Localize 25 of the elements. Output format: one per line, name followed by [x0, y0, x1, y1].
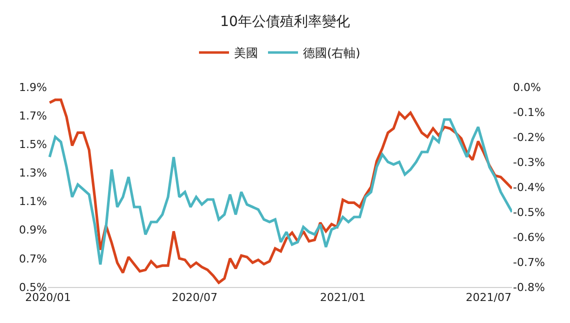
- y2-tick-label: 0.0%: [513, 80, 541, 94]
- y-tick-label: 0.5%: [19, 280, 47, 294]
- legend-label: 美國: [234, 46, 258, 60]
- y2-tick-label: -0.2%: [513, 130, 545, 144]
- y-tick-label: 1.3%: [19, 166, 47, 180]
- chart-title: 10年公債殖利率變化: [220, 14, 350, 30]
- y2-tick-label: -0.7%: [513, 256, 545, 269]
- y2-tick-label: -0.8%: [513, 280, 545, 294]
- x-tick-label: 2021/07: [466, 291, 512, 304]
- y-tick-label: 0.7%: [19, 252, 47, 266]
- legend-label: 德國(右軸): [303, 46, 360, 60]
- y-tick-label: 1.1%: [19, 195, 47, 208]
- y-tick-label: 0.9%: [19, 224, 47, 237]
- y2-tick-label: -0.6%: [513, 230, 545, 244]
- y2-tick-label: -0.1%: [513, 106, 545, 119]
- y2-tick-label: -0.4%: [513, 180, 545, 194]
- y2-tick-label: -0.5%: [513, 206, 545, 219]
- y-tick-label: 1.9%: [19, 80, 47, 94]
- y2-tick-label: -0.3%: [513, 156, 545, 169]
- line-series: [48, 118, 512, 266]
- x-tick-label: 2020/07: [172, 291, 218, 304]
- x-tick-label: 2020/01: [25, 291, 71, 304]
- y-tick-label: 1.7%: [19, 109, 47, 122]
- y-tick-label: 1.5%: [19, 138, 47, 151]
- x-tick-label: 2021/01: [320, 291, 366, 304]
